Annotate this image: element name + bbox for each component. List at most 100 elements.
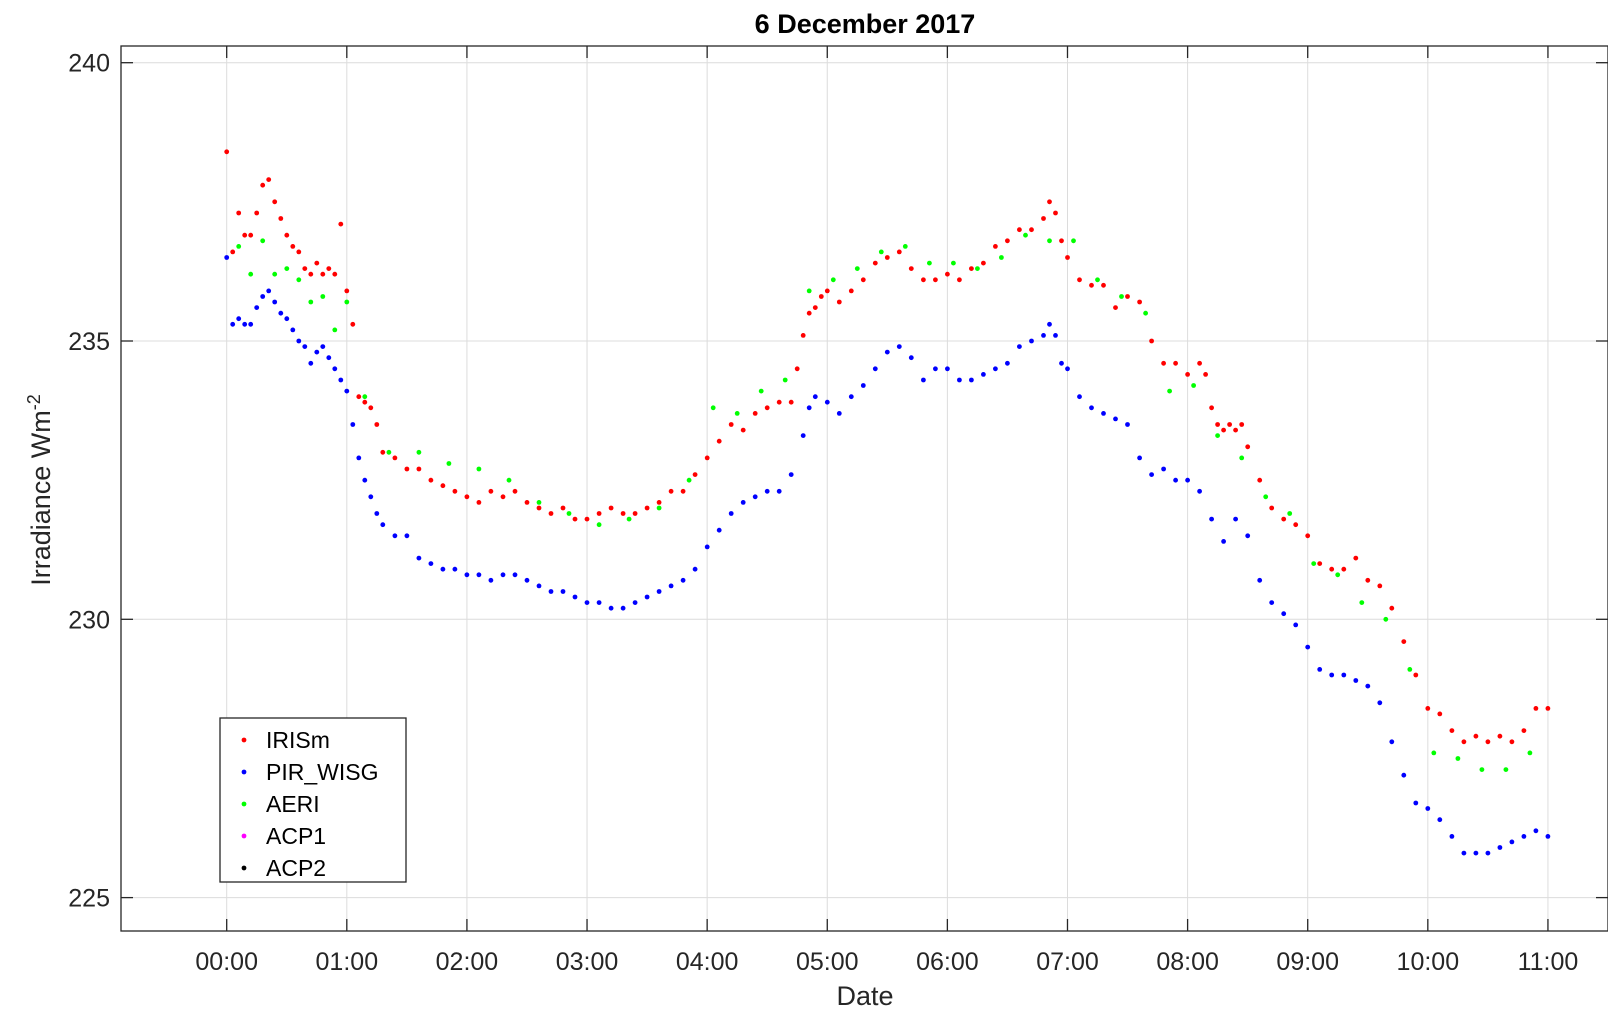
data-point [524,577,530,583]
data-point [440,483,446,489]
data-point [728,511,734,516]
data-point [476,466,482,472]
data-point [1203,372,1208,377]
data-point [1341,566,1347,572]
data-point [1365,683,1371,689]
data-point [380,449,386,455]
data-point [716,527,722,533]
series-aeri [236,232,1533,772]
data-point [1233,427,1238,433]
data-point [548,511,554,516]
data-point [1113,416,1118,422]
data-point [1239,422,1245,427]
data-point [248,321,254,327]
data-point [1125,422,1130,427]
data-point [908,355,914,361]
data-point [1437,817,1443,823]
data-point [656,505,662,511]
x-tick-label: 00:00 [195,948,258,976]
y-axis-label-superscript: -2 [24,394,44,410]
data-point [302,344,308,349]
data-point [1065,366,1070,372]
data-point [596,522,602,528]
data-point [1485,850,1491,856]
data-point [380,522,386,528]
data-point [1509,739,1515,745]
y-tick-label: 235 [68,328,110,356]
data-point [362,477,368,483]
data-point [1053,333,1058,338]
data-point [548,589,554,594]
chart-title: 6 December 2017 [755,9,976,39]
data-point [464,494,470,500]
data-point [392,455,398,461]
data-point [740,427,746,433]
x-tick-label: 10:00 [1397,948,1460,976]
data-point [284,316,290,322]
data-point [1473,733,1479,739]
data-point [476,500,482,505]
x-axis-label: Date [836,981,893,1011]
data-point [1245,533,1251,539]
data-point [740,500,746,505]
data-point [344,288,350,294]
data-point [356,455,362,461]
data-point [1209,516,1214,522]
data-point [1497,845,1503,850]
data-point [1497,733,1503,739]
data-point [1089,282,1094,288]
data-point [812,305,818,310]
data-point [776,488,782,494]
data-point [266,288,272,294]
data-point [1353,678,1359,683]
data-point [1455,756,1461,761]
data-point [921,377,926,383]
data-point [314,349,320,355]
data-point [993,244,998,249]
data-point [230,321,236,327]
data-point [794,366,800,372]
data-point [1143,310,1148,316]
data-point [1353,555,1359,561]
series-irism [224,149,1551,745]
data-point [878,249,884,255]
data-point [896,344,902,349]
data-point [1533,706,1539,711]
data-point [1173,477,1178,483]
data-point [1401,772,1407,778]
data-point [1029,227,1034,233]
data-point [1449,728,1455,733]
data-point [896,249,902,255]
data-point [338,377,344,383]
data-point [1047,238,1052,244]
data-point [1281,516,1287,522]
data-point [1101,282,1106,288]
data-point [1059,360,1064,366]
data-point [1029,338,1034,344]
data-point [446,461,452,466]
series-pir-wisg [224,255,1551,856]
data-point [752,494,758,500]
data-point [1005,360,1010,366]
data-point [872,260,878,266]
data-point [302,266,308,271]
data-point [1071,238,1076,244]
data-point [278,310,284,316]
data-point [1257,477,1263,483]
data-point [230,249,236,255]
data-point [272,199,278,205]
data-point [1293,622,1299,628]
data-point [1149,472,1154,477]
legend-label: IRISm [266,727,330,753]
data-point [632,511,638,516]
data-point [884,349,890,355]
data-point [692,472,698,477]
data-point [680,577,686,583]
data-point [560,589,566,594]
data-point [951,260,956,266]
x-tick-label: 03:00 [556,948,619,976]
data-point [350,422,356,427]
data-point [272,299,278,305]
data-point [506,477,512,483]
